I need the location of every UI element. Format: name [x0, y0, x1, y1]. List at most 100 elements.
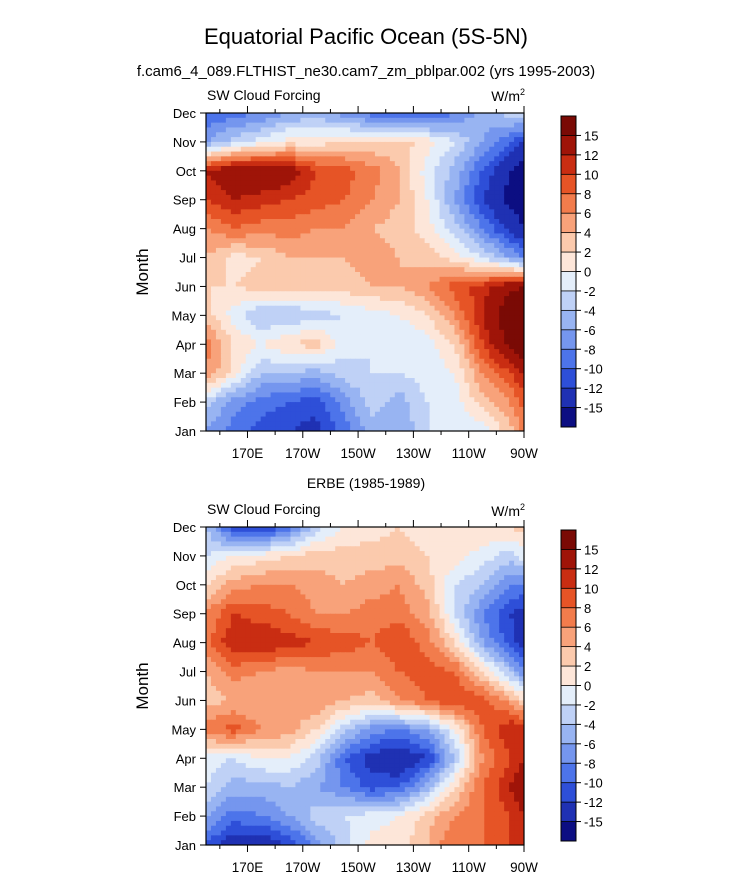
- heatmap-cell: [489, 117, 495, 124]
- heatmap-cell: [384, 272, 391, 278]
- heatmap-cell: [514, 358, 520, 365]
- heatmap-cell: [409, 272, 416, 278]
- heatmap-cell: [365, 402, 371, 408]
- heatmap-cell: [315, 257, 321, 263]
- heatmap-cell: [374, 310, 381, 316]
- heatmap-cell: [320, 156, 326, 162]
- heatmap-cell: [210, 349, 217, 355]
- heatmap-cell: [280, 228, 287, 235]
- heatmap-cell: [419, 190, 426, 196]
- heatmap-cell: [394, 560, 401, 567]
- heatmap-cell: [419, 214, 426, 220]
- heatmap-cell: [230, 310, 237, 316]
- heatmap-cell: [419, 373, 426, 379]
- heatmap-cell: [439, 194, 446, 201]
- heatmap-cell: [355, 141, 361, 148]
- heatmap-cell: [315, 536, 321, 543]
- heatmap-cell: [285, 238, 292, 244]
- heatmap-cell: [260, 320, 267, 326]
- heatmap-cell: [290, 421, 297, 427]
- heatmap-cell: [300, 281, 306, 288]
- heatmap-cell: [310, 334, 316, 341]
- heatmap-cell: [399, 214, 406, 220]
- heatmap-cell: [360, 267, 366, 273]
- heatmap-cell: [494, 291, 500, 297]
- heatmap-cell: [504, 156, 510, 162]
- heatmap-cell: [350, 296, 356, 302]
- colorbar-tick-label: 15: [584, 128, 598, 143]
- heatmap-cell: [479, 392, 485, 398]
- heatmap-cell: [439, 315, 446, 321]
- heatmap-cell: [429, 339, 436, 345]
- heatmap-cell: [519, 243, 524, 249]
- heatmap-cell: [509, 315, 515, 321]
- heatmap-cell: [260, 527, 267, 533]
- heatmap-cell: [250, 416, 257, 422]
- heatmap-cell: [489, 243, 495, 249]
- heatmap-cell: [210, 353, 217, 360]
- heatmap-cell: [230, 180, 237, 186]
- heatmap-cell: [484, 199, 490, 206]
- heatmap-cell: [444, 185, 451, 191]
- heatmap-cell: [290, 243, 297, 249]
- heatmap-cell: [355, 421, 361, 427]
- heatmap-cell: [369, 397, 376, 403]
- heatmap-cell: [444, 127, 451, 133]
- heatmap-cell: [399, 402, 406, 408]
- heatmap-cell: [369, 262, 376, 268]
- heatmap-cell: [479, 421, 485, 427]
- heatmap-cell: [285, 368, 292, 374]
- heatmap-cell: [379, 219, 386, 225]
- heatmap-cell: [504, 426, 510, 431]
- heatmap-cell: [360, 228, 366, 235]
- heatmap-cell: [459, 406, 465, 413]
- heatmap-cell: [459, 243, 465, 249]
- heatmap-cell: [499, 300, 505, 307]
- heatmap-cell: [399, 325, 406, 331]
- heatmap-cell: [509, 247, 515, 254]
- heatmap-cell: [464, 296, 470, 302]
- heatmap-cell: [325, 117, 331, 124]
- heatmap-cell: [419, 247, 426, 254]
- heatmap-cell: [489, 122, 495, 129]
- heatmap-cell: [474, 272, 480, 278]
- heatmap-cell: [206, 363, 212, 369]
- heatmap-cell: [429, 233, 436, 239]
- heatmap-cell: [379, 117, 386, 124]
- heatmap-cell: [250, 382, 257, 389]
- heatmap-cell: [280, 146, 287, 153]
- heatmap-cell: [474, 527, 480, 533]
- heatmap-cell: [384, 392, 391, 398]
- heatmap-cell: [285, 421, 292, 427]
- heatmap-cell: [369, 257, 376, 263]
- heatmap-cell: [394, 166, 401, 172]
- heatmap-cell: [424, 127, 431, 133]
- heatmap-cell: [340, 137, 346, 143]
- heatmap-cell: [419, 334, 426, 341]
- heatmap-cell: [265, 141, 272, 148]
- heatmap-cell: [394, 161, 401, 167]
- heatmap-cell: [350, 363, 356, 369]
- heatmap-cell: [335, 209, 341, 215]
- heatmap-cell: [449, 175, 456, 182]
- heatmap-cell: [265, 132, 272, 138]
- heatmap-cell: [280, 185, 287, 191]
- heatmap-cell: [479, 296, 485, 302]
- heatmap-cell: [275, 291, 282, 297]
- heatmap-cell: [519, 151, 524, 157]
- heatmap-cell: [355, 276, 361, 283]
- heatmap-cell: [499, 551, 505, 557]
- heatmap-cell: [419, 127, 426, 133]
- heatmap-cell: [270, 113, 277, 119]
- heatmap-cell: [384, 531, 391, 538]
- heatmap-cell: [265, 344, 272, 350]
- heatmap-cell: [414, 570, 421, 576]
- heatmap-cell: [325, 257, 331, 263]
- heatmap-cell: [499, 325, 505, 331]
- heatmap-cell: [225, 378, 232, 384]
- heatmap-cell: [434, 113, 441, 119]
- heatmap-cell: [519, 325, 524, 331]
- heatmap-cell: [429, 570, 436, 576]
- heatmap-cell: [275, 137, 282, 143]
- heatmap-cell: [360, 286, 366, 292]
